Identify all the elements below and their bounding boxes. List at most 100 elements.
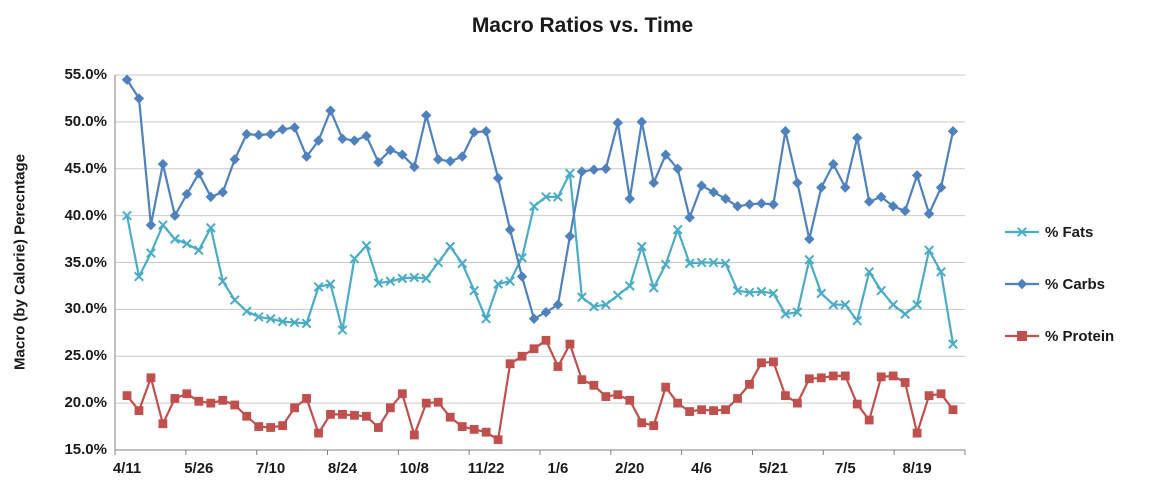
diamond-marker — [313, 135, 324, 146]
square-marker — [721, 405, 730, 415]
x-marker — [301, 318, 312, 329]
square-marker — [852, 399, 862, 409]
square-marker — [230, 400, 240, 410]
diamond-marker — [864, 196, 875, 207]
x-marker — [325, 279, 336, 289]
square-marker — [146, 373, 156, 383]
x-marker — [648, 282, 659, 293]
diamond-marker — [911, 170, 923, 181]
diamond-marker — [816, 182, 827, 193]
x-marker — [409, 272, 420, 283]
square-marker — [457, 422, 467, 431]
diamond-marker — [947, 126, 959, 137]
diamond-marker — [564, 231, 576, 242]
x-marker — [158, 220, 168, 230]
diamond-marker — [289, 122, 300, 133]
diamond-marker — [768, 199, 779, 210]
square-marker — [350, 410, 359, 420]
square-marker — [302, 394, 311, 403]
square-marker — [326, 409, 335, 419]
diamond-marker — [756, 198, 767, 209]
diamond-marker — [852, 132, 863, 144]
square-marker — [541, 335, 551, 345]
legend-label-carbs: % Carbs — [1045, 275, 1106, 293]
x-marker — [541, 191, 551, 202]
x-tick-label: 8/24 — [327, 460, 358, 477]
diamond-marker — [409, 161, 420, 173]
series-line-carbs — [125, 78, 955, 320]
x-marker — [289, 317, 300, 328]
x-marker — [948, 339, 958, 349]
diamond-marker — [241, 128, 252, 140]
x-marker — [397, 273, 408, 284]
diamond-marker — [433, 154, 444, 165]
x-marker — [373, 278, 384, 289]
diamond-marker — [349, 135, 360, 146]
legend-marker-fats — [1005, 227, 1039, 237]
square-marker — [565, 339, 575, 349]
diamond-marker — [720, 193, 731, 204]
x-marker — [684, 258, 695, 269]
diamond-marker — [133, 93, 145, 104]
diamond-marker — [229, 154, 240, 165]
x-marker — [732, 285, 743, 296]
square-marker — [433, 397, 443, 407]
x-marker — [205, 222, 216, 233]
x-marker — [265, 313, 276, 324]
x-marker — [349, 253, 360, 264]
square-marker — [792, 398, 802, 408]
y-tick-label: 20.0% — [64, 394, 107, 412]
x-marker — [660, 259, 671, 270]
x-marker — [804, 254, 815, 265]
diamond-marker — [744, 199, 755, 210]
diamond-marker — [373, 156, 384, 168]
square-marker — [936, 389, 946, 399]
diamond-marker — [732, 201, 743, 212]
x-marker — [493, 279, 504, 289]
square-marker — [170, 394, 180, 403]
square-marker — [553, 362, 563, 371]
square-marker — [122, 391, 132, 401]
x-marker — [241, 306, 252, 317]
square-marker — [517, 351, 527, 361]
diamond-marker — [804, 233, 815, 245]
square-marker — [421, 398, 431, 408]
diamond-marker — [684, 212, 695, 223]
x-marker — [912, 299, 922, 310]
x-marker — [696, 257, 707, 268]
square-marker — [134, 406, 144, 416]
x-marker — [828, 299, 839, 310]
diamond-marker — [612, 117, 624, 129]
y-tick-label: 55.0% — [64, 66, 107, 83]
x-marker — [756, 286, 767, 297]
diamond-marker — [253, 129, 264, 141]
diamond-marker — [899, 205, 911, 217]
x-marker — [816, 288, 827, 299]
diamond-marker — [145, 219, 157, 231]
square-marker — [601, 392, 611, 401]
x-marker — [553, 191, 563, 202]
x-marker — [612, 290, 623, 301]
legend-marker-protein — [1005, 331, 1039, 341]
x-marker — [457, 258, 468, 269]
diamond-marker — [193, 168, 205, 179]
square-marker — [864, 415, 874, 425]
diamond-marker — [935, 182, 947, 193]
square-marker — [900, 378, 910, 387]
y-tick-label: 15.0% — [64, 441, 107, 458]
diamond-marker — [540, 306, 552, 318]
diamond-marker — [636, 116, 647, 128]
square-marker — [828, 371, 838, 381]
square-marker — [613, 390, 623, 400]
square-marker — [781, 391, 790, 401]
x-tick-label: 7/10 — [256, 460, 286, 477]
series-protein — [122, 335, 958, 445]
square-marker — [589, 380, 599, 390]
y-tick-label: 50.0% — [64, 112, 107, 130]
diamond-marker — [492, 172, 504, 184]
x-tick-label: 1/6 — [547, 460, 569, 477]
x-tick-label: 11/22 — [467, 460, 505, 477]
x-marker — [361, 240, 372, 251]
series-carbs — [121, 74, 959, 324]
